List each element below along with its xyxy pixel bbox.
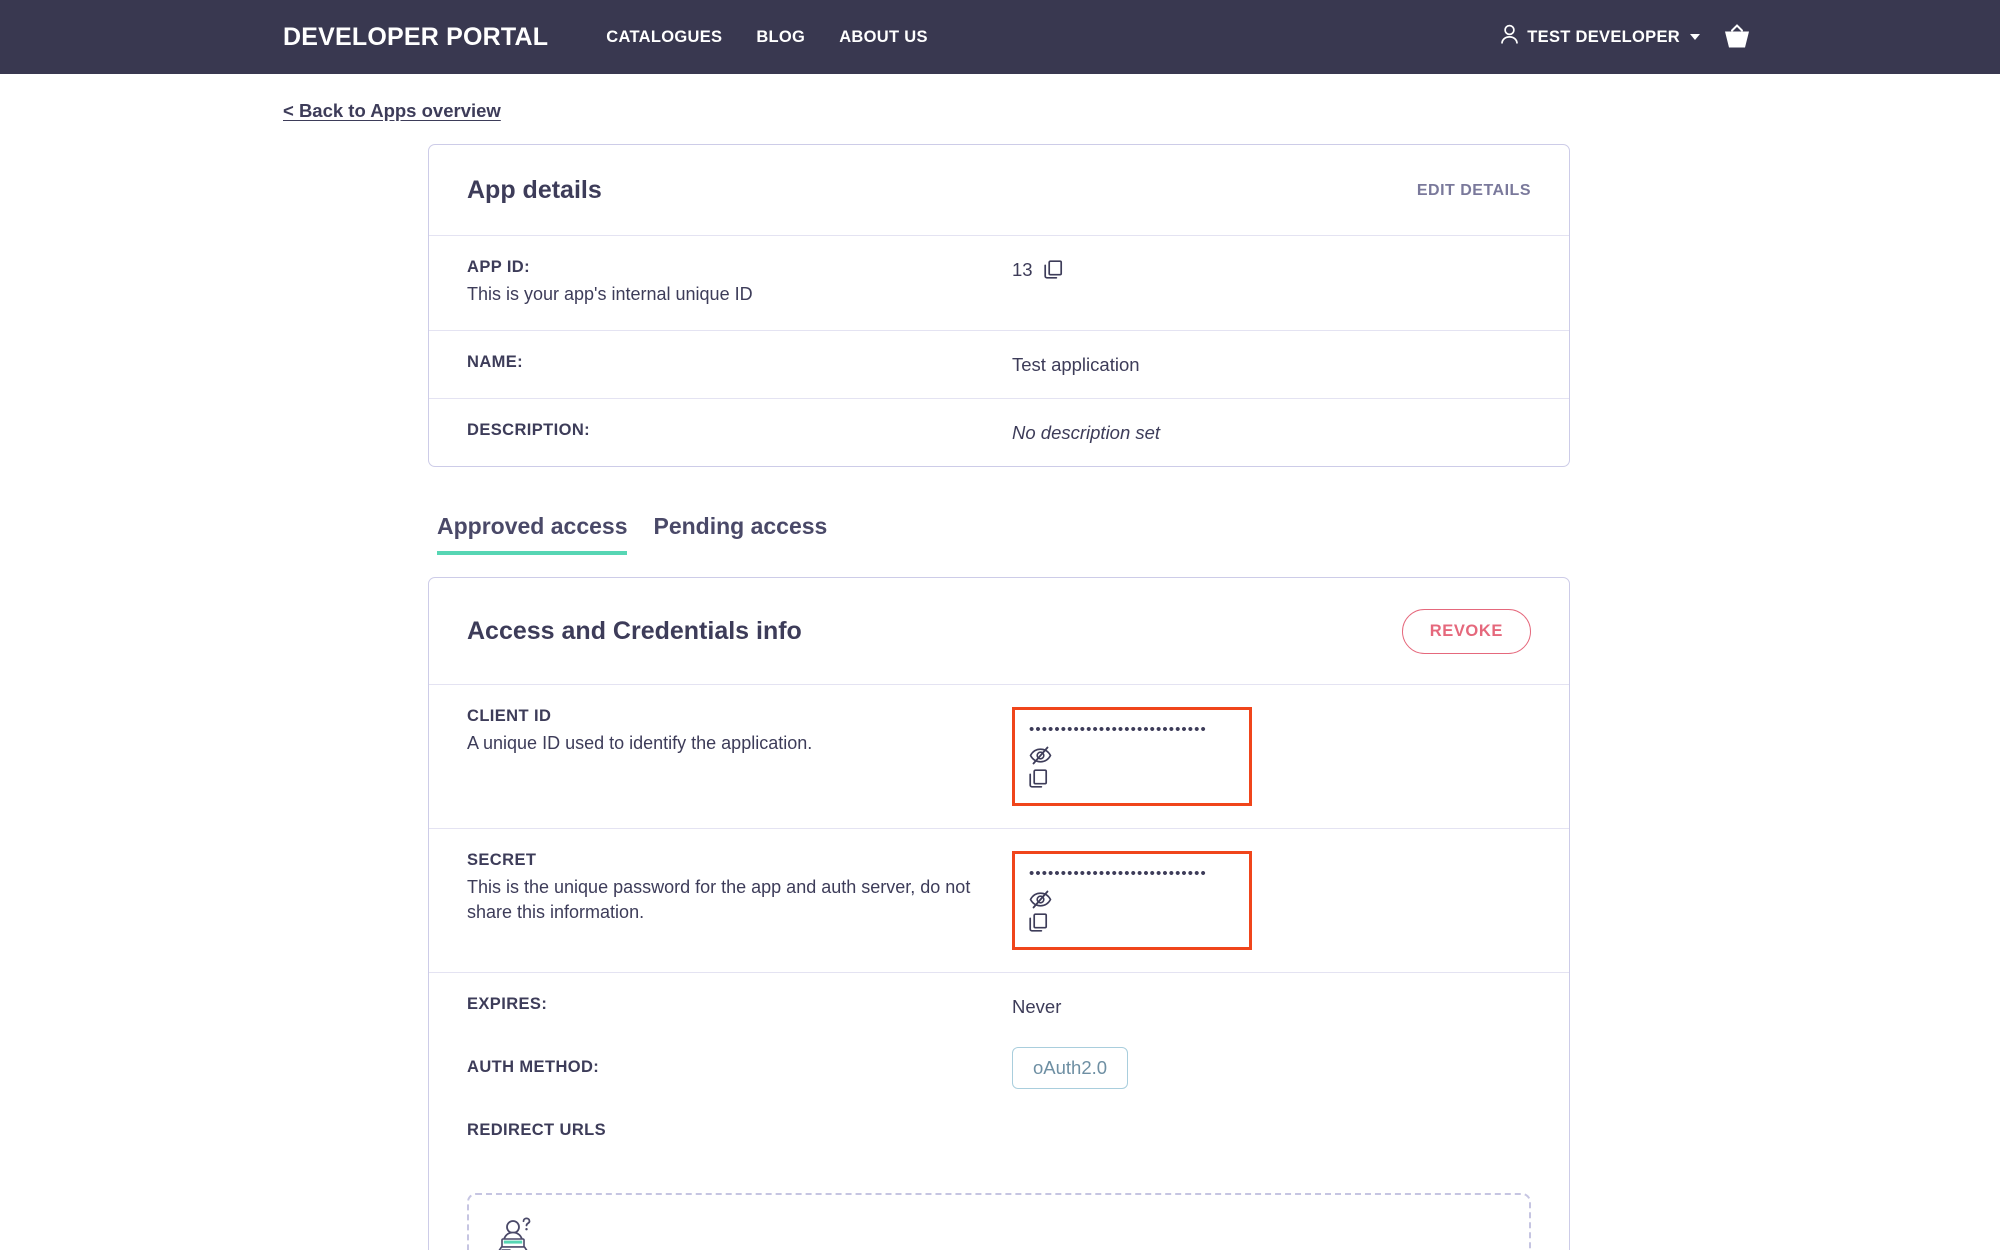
- status-badge[interactable]: oAuth2.0: [1012, 1046, 1129, 1089]
- client-id-label: CLIENT ID: [467, 706, 552, 725]
- access-credentials-header: Access and Credentials info REVOKE: [429, 578, 1569, 685]
- name-value: Test application: [1012, 353, 1140, 375]
- client-id-actions: [1029, 746, 1235, 789]
- copy-icon[interactable]: [1043, 260, 1063, 280]
- description-label: DESCRIPTION:: [467, 420, 591, 439]
- basket-icon[interactable]: [1722, 23, 1752, 51]
- chevron-down-icon: [1690, 34, 1700, 40]
- expires-label: EXPIRES:: [467, 994, 548, 1013]
- access-credentials-title: Access and Credentials info: [467, 616, 802, 645]
- client-id-description: A unique ID used to identify the applica…: [467, 732, 813, 753]
- nav-link-catalogues[interactable]: CATALOGUES: [606, 27, 723, 46]
- table-row-client-id: CLIENT ID A unique ID used to identify t…: [429, 685, 1569, 829]
- brand-logo[interactable]: DEVELOPER PORTAL: [283, 22, 549, 51]
- nav-right-group: TEST DEVELOPER: [1500, 23, 1752, 51]
- expires-label-group: EXPIRES:: [467, 995, 1012, 1014]
- tab-pending-access[interactable]: Pending access: [653, 512, 828, 539]
- nav-link-blog[interactable]: BLOG: [756, 27, 806, 46]
- page-body: < Back to Apps overview App details EDIT…: [0, 74, 2000, 1250]
- auth-method-value-group: oAuth2.0: [1012, 1046, 1129, 1089]
- eye-slash-icon[interactable]: [1029, 890, 1235, 909]
- tab-approved-access[interactable]: Approved access: [437, 513, 628, 555]
- table-row-secret: SECRET This is the unique password for t…: [429, 829, 1569, 973]
- table-row-expires: EXPIRES: Never: [429, 973, 1569, 1035]
- top-navigation-bar: DEVELOPER PORTAL CATALOGUES BLOG ABOUT U…: [0, 0, 2000, 74]
- back-to-apps-overview-link[interactable]: < Back to Apps overview: [283, 100, 501, 121]
- app-id-label-group: APP ID: This is your app's internal uniq…: [467, 258, 1012, 308]
- person-icon: [1500, 24, 1519, 50]
- name-label-group: NAME:: [467, 353, 1012, 372]
- app-id-label: APP ID:: [467, 258, 531, 276]
- how-to-access-panel: How to access the API Product(s) Copy pa…: [467, 1192, 1531, 1250]
- description-label-group: DESCRIPTION:: [467, 421, 1012, 440]
- app-details-title: App details: [467, 176, 602, 204]
- user-menu[interactable]: TEST DEVELOPER: [1500, 24, 1700, 50]
- revoke-button[interactable]: REVOKE: [1401, 608, 1531, 654]
- table-row-name: NAME: Test application: [429, 331, 1569, 399]
- access-tabs: Approved access Pending access: [428, 513, 1570, 555]
- app-id-value-group: 13: [1012, 258, 1063, 281]
- access-credentials-card: Access and Credentials info REVOKE CLIEN…: [428, 576, 1570, 1250]
- secret-label-group: SECRET This is the unique password for t…: [467, 851, 1012, 926]
- secret-label: SECRET: [467, 850, 537, 869]
- description-value-group: No description set: [1012, 421, 1160, 444]
- auth-method-label-group: AUTH METHOD:: [467, 1058, 1012, 1077]
- redirect-urls-label-group: REDIRECT URLS: [467, 1121, 1012, 1140]
- copy-icon[interactable]: [1029, 912, 1235, 933]
- app-details-header: App details EDIT DETAILS: [429, 145, 1569, 236]
- description-value: No description set: [1012, 421, 1161, 443]
- table-row-app-id: APP ID: This is your app's internal uniq…: [429, 236, 1569, 331]
- auth-method-label: AUTH METHOD:: [467, 1058, 600, 1077]
- eye-slash-icon[interactable]: [1029, 746, 1235, 765]
- redirect-urls-label: REDIRECT URLS: [467, 1120, 607, 1139]
- table-row-redirect-urls: REDIRECT URLS: [429, 1099, 1569, 1161]
- client-id-highlight-box: ••••••••••••••••••••••••••••: [1012, 706, 1252, 806]
- client-id-label-group: CLIENT ID A unique ID used to identify t…: [467, 707, 1012, 757]
- secret-actions: [1029, 890, 1235, 933]
- client-id-masked-value: ••••••••••••••••••••••••••••: [1029, 721, 1207, 737]
- name-label: NAME:: [467, 352, 524, 371]
- secret-description: This is the unique password for the app …: [467, 876, 971, 923]
- table-row-auth-method: AUTH METHOD: oAuth2.0: [429, 1035, 1569, 1099]
- user-name-label: TEST DEVELOPER: [1527, 27, 1680, 46]
- name-value-group: Test application: [1012, 353, 1140, 376]
- secret-masked-value: ••••••••••••••••••••••••••••: [1029, 865, 1207, 881]
- table-row-description: DESCRIPTION: No description set: [429, 399, 1569, 466]
- expires-value-group: Never: [1012, 995, 1061, 1018]
- app-id-description: This is your app's internal unique ID: [467, 284, 753, 304]
- copy-icon[interactable]: [1029, 768, 1235, 789]
- nav-link-about-us[interactable]: ABOUT US: [839, 27, 928, 46]
- primary-nav-links: CATALOGUES BLOG ABOUT US: [606, 28, 928, 47]
- edit-details-button[interactable]: EDIT DETAILS: [1416, 181, 1531, 199]
- app-details-card: App details EDIT DETAILS APP ID: This is…: [428, 144, 1570, 467]
- app-id-value: 13: [1012, 259, 1033, 280]
- expires-value: Never: [1012, 995, 1062, 1017]
- content-container: App details EDIT DETAILS APP ID: This is…: [428, 144, 1570, 1250]
- secret-highlight-box: ••••••••••••••••••••••••••••: [1012, 850, 1252, 950]
